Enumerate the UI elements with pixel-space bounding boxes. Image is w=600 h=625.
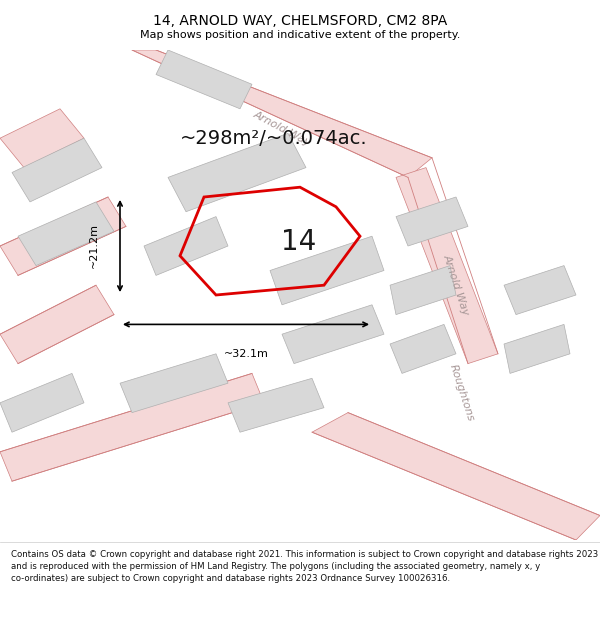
Polygon shape [504, 266, 576, 314]
Polygon shape [396, 168, 498, 364]
Polygon shape [396, 197, 468, 246]
Polygon shape [270, 236, 384, 305]
Polygon shape [168, 133, 306, 212]
Polygon shape [12, 138, 102, 202]
Polygon shape [312, 412, 600, 540]
Text: Arnold Way: Arnold Way [251, 109, 313, 148]
Text: Map shows position and indicative extent of the property.: Map shows position and indicative extent… [140, 30, 460, 40]
Polygon shape [390, 266, 456, 314]
Text: ~32.1m: ~32.1m [224, 349, 268, 359]
Polygon shape [228, 378, 324, 432]
Text: Roughtons: Roughtons [448, 363, 476, 423]
Polygon shape [156, 50, 252, 109]
Polygon shape [0, 109, 84, 168]
Polygon shape [0, 373, 264, 481]
Polygon shape [144, 217, 228, 276]
Polygon shape [282, 305, 384, 364]
Text: ~21.2m: ~21.2m [89, 224, 99, 269]
Polygon shape [0, 197, 126, 276]
Text: ~298m²/~0.074ac.: ~298m²/~0.074ac. [180, 129, 368, 148]
Text: Contains OS data © Crown copyright and database right 2021. This information is : Contains OS data © Crown copyright and d… [11, 550, 598, 582]
Polygon shape [120, 354, 228, 412]
Polygon shape [390, 324, 456, 373]
Polygon shape [0, 373, 84, 432]
Polygon shape [18, 202, 114, 266]
Polygon shape [132, 50, 432, 177]
Polygon shape [0, 285, 114, 364]
Text: 14, ARNOLD WAY, CHELMSFORD, CM2 8PA: 14, ARNOLD WAY, CHELMSFORD, CM2 8PA [153, 14, 447, 28]
Text: 14: 14 [281, 229, 316, 256]
Polygon shape [504, 324, 570, 373]
Text: Arnold Way: Arnold Way [442, 253, 470, 317]
